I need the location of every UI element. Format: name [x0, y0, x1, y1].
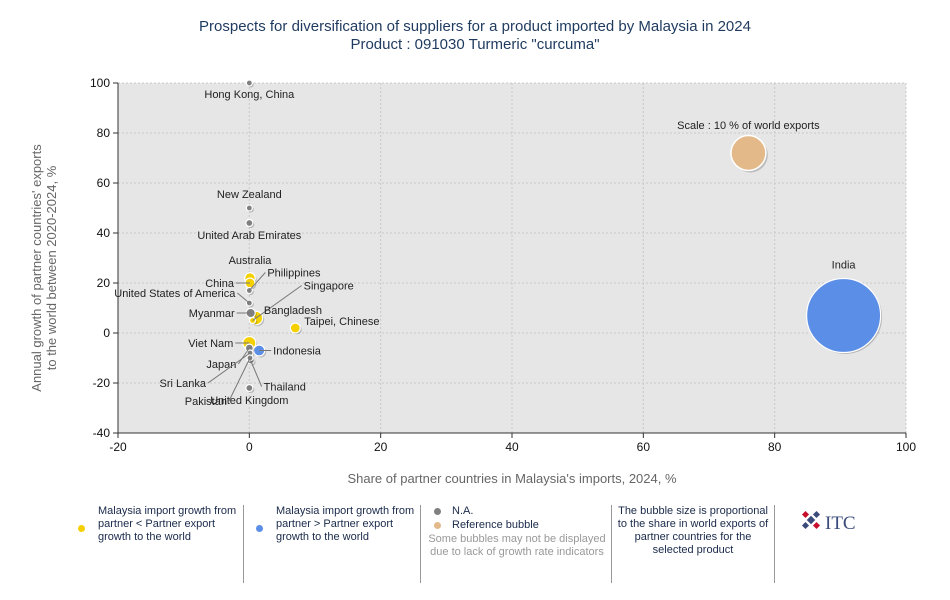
bubble-hong-kong-china	[245, 79, 253, 87]
point-label-japan: Japan	[206, 359, 236, 371]
leader-line-united-states-of-america	[237, 292, 250, 304]
y-tick-label: 80	[97, 126, 111, 140]
point-label-india: India	[832, 260, 857, 272]
legend-na-dot	[434, 508, 441, 515]
legend-divider	[611, 505, 612, 583]
bubble-new-zealand	[245, 204, 253, 212]
legend-lower-label: Malaysia import growth from partner < Pa…	[98, 505, 237, 543]
point-label-australia: Australia	[229, 255, 273, 267]
legend-reference-dot	[434, 522, 441, 529]
legend-higher: Malaysia import growth from partner > Pa…	[256, 505, 421, 544]
y-tick-label: 40	[97, 226, 111, 240]
point-label-philippines: Philippines	[267, 268, 321, 280]
leader-line-japan	[237, 347, 250, 365]
y-tick-label: 20	[97, 276, 111, 290]
point-label-pakistan: Pakistan	[185, 396, 227, 408]
legend-size-note: The bubble size is proportional to the s…	[617, 505, 769, 556]
bubble-india	[806, 277, 882, 354]
legend-reference-label: Reference bubble	[452, 519, 539, 531]
bubble-united-kingdom	[245, 383, 254, 393]
point-label-myanmar: Myanmar	[189, 308, 235, 320]
leader-line-thailand	[250, 360, 263, 387]
bubble-united-arab-emirates	[245, 218, 254, 228]
leader-line-pakistan	[228, 357, 251, 402]
x-axis-title: Share of partner countries in Malaysia's…	[347, 471, 677, 486]
point-label-viet-nam: Viet Nam	[188, 338, 233, 350]
chart-subtitle: Product : 091030 Turmeric "curcuma"	[350, 36, 600, 53]
point-label-taipei-chinese: Taipei, Chinese	[304, 316, 379, 328]
point-label-united-kingdom: United Kingdom	[210, 395, 288, 407]
chart-title: Prospects for diversification of supplie…	[199, 18, 751, 35]
y-tick-label: 100	[90, 76, 110, 90]
point-label-new-zealand: New Zealand	[217, 189, 282, 201]
x-tick-label: 80	[768, 440, 782, 454]
point-label-singapore: Singapore	[304, 281, 354, 293]
legend-na: N.A. Reference bubble Some bubbles may n…	[426, 505, 608, 559]
leader-line-philippines	[248, 272, 266, 291]
legend-note: Some bubbles may not be displayed due to…	[428, 533, 606, 558]
y-tick-label: 60	[97, 176, 111, 190]
leader-line-sri-lanka	[207, 352, 251, 384]
legend-na-label: N.A.	[452, 505, 474, 517]
y-axis-title: to the world between 2020-2024, %	[44, 165, 59, 370]
plot-area	[118, 83, 906, 433]
y-axis-title: Annual growth of partner countries' expo…	[29, 144, 44, 392]
y-tick-label: -20	[93, 376, 111, 390]
legend-lower: Malaysia import growth from partner < Pa…	[78, 505, 243, 544]
legend-higher-label: Malaysia import growth from partner > Pa…	[276, 505, 415, 543]
bubble-taipei-chinese	[289, 322, 301, 334]
point-label-bangladesh: Bangladesh	[264, 305, 322, 317]
reference-bubble	[730, 134, 767, 172]
point-label-united-arab-emirates: United Arab Emirates	[197, 230, 301, 242]
leader-line-singapore	[252, 285, 302, 321]
x-tick-label: 40	[505, 440, 519, 454]
legend-lower-dot	[78, 525, 85, 532]
y-tick-label: -40	[93, 426, 111, 440]
x-tick-label: -20	[109, 440, 127, 454]
legend-divider	[420, 505, 421, 583]
point-label-hong-kong-china: Hong Kong, China	[204, 89, 295, 101]
point-label-sri-lanka: Sri Lanka	[160, 378, 207, 390]
point-label-united-states-of-america: United States of America	[114, 288, 236, 300]
svg-text:ITC: ITC	[825, 513, 856, 534]
itc-logo: ITC	[797, 509, 867, 539]
point-label-indonesia: Indonesia	[273, 346, 322, 358]
legend-divider	[774, 505, 775, 583]
y-tick-label: 0	[103, 326, 110, 340]
point-label-china: China	[205, 278, 235, 290]
x-tick-label: 60	[637, 440, 651, 454]
x-tick-label: 100	[896, 440, 916, 454]
legend-higher-dot	[256, 525, 263, 532]
legend-divider	[243, 505, 244, 583]
point-label-thailand: Thailand	[264, 382, 306, 394]
x-tick-label: 0	[246, 440, 253, 454]
x-tick-label: 20	[374, 440, 388, 454]
reference-bubble-label: Scale : 10 % of world exports	[677, 120, 820, 132]
